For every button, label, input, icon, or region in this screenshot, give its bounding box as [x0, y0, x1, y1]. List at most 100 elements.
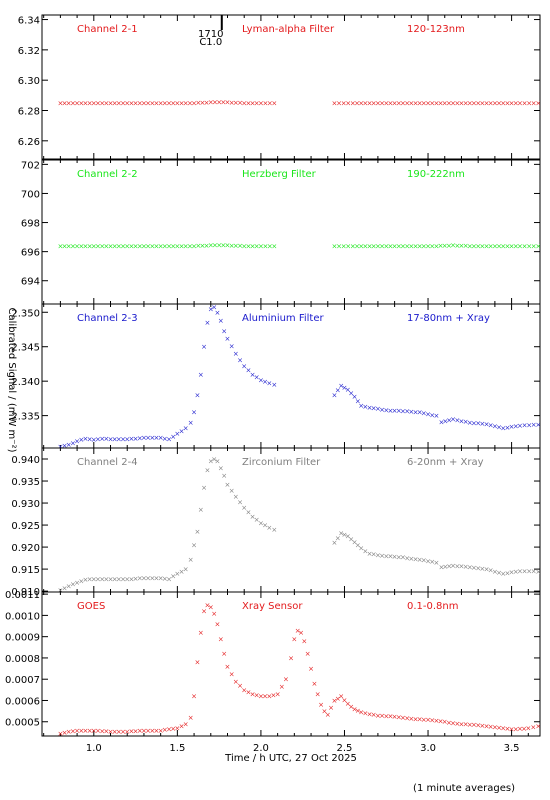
data-point: × — [179, 723, 185, 731]
data-point: × — [133, 727, 139, 735]
data-point: × — [321, 708, 327, 716]
data-point: × — [530, 724, 536, 732]
data-point: × — [504, 424, 510, 432]
data-point: × — [141, 99, 147, 107]
data-point: × — [70, 727, 76, 735]
data-point: × — [241, 686, 247, 694]
data-point: × — [425, 242, 431, 250]
data-point: × — [433, 412, 439, 420]
data-point: × — [417, 242, 423, 250]
data-point: × — [128, 99, 134, 107]
data-point: × — [188, 714, 194, 722]
data-point: × — [421, 557, 427, 565]
data-point: × — [479, 565, 485, 573]
data-point: × — [488, 723, 494, 731]
data-point: × — [338, 693, 344, 701]
data-point: × — [341, 242, 347, 250]
data-point: × — [183, 99, 189, 107]
data-point: × — [201, 484, 207, 492]
data-point: × — [438, 418, 444, 426]
data-point: × — [371, 405, 377, 413]
data-point: × — [375, 99, 381, 107]
filter-label: Xray Sensor — [242, 601, 303, 612]
data-point: × — [116, 436, 122, 444]
data-point: × — [350, 99, 356, 107]
data-point: × — [454, 416, 460, 424]
data-point: × — [188, 419, 194, 427]
data-point: × — [352, 538, 358, 546]
data-point: × — [446, 563, 452, 571]
data-point: × — [99, 576, 105, 584]
data-point: × — [492, 99, 498, 107]
data-point: × — [95, 575, 101, 583]
data-point: × — [229, 670, 235, 678]
series-points: ××××××××××××××××××××××××××××××××××××××××… — [57, 242, 541, 251]
data-point: × — [66, 728, 72, 736]
data-point: × — [225, 335, 231, 343]
data-point: × — [208, 458, 214, 466]
data-point: × — [137, 575, 143, 583]
data-point: × — [91, 436, 97, 444]
data-point: × — [262, 99, 268, 107]
data-point: × — [195, 242, 201, 250]
data-point: × — [95, 242, 101, 250]
data-point: × — [233, 99, 239, 107]
data-point: × — [170, 433, 176, 441]
data-point: × — [62, 585, 68, 593]
data-point: × — [187, 99, 193, 107]
data-point: × — [183, 566, 189, 574]
data-point: × — [201, 608, 207, 616]
data-point: × — [484, 723, 490, 731]
y-tick-label: 2.335 — [11, 412, 40, 423]
data-point: × — [467, 419, 473, 427]
data-point: × — [241, 99, 247, 107]
data-point: × — [288, 654, 294, 662]
data-point: × — [500, 242, 506, 250]
data-point: × — [233, 678, 239, 686]
y-tick-label: 698 — [21, 219, 40, 230]
y-tick-label: 0.0011 — [5, 590, 40, 601]
data-point: × — [254, 374, 260, 382]
data-point: × — [463, 242, 469, 250]
data-point: × — [446, 416, 452, 424]
channel-label: Channel 2-3 — [77, 313, 138, 324]
data-point: × — [201, 343, 207, 351]
data-point: × — [124, 99, 130, 107]
data-point: × — [484, 99, 490, 107]
data-point: × — [225, 242, 231, 250]
data-point: × — [396, 713, 402, 721]
data-point: × — [254, 242, 260, 250]
data-point: × — [400, 242, 406, 250]
data-point: × — [429, 558, 435, 566]
data-point: × — [404, 554, 410, 562]
data-point: × — [387, 242, 393, 250]
data-point: × — [145, 574, 151, 582]
data-point: × — [475, 420, 481, 428]
data-point: × — [229, 242, 235, 250]
y-tick-label: 0.0005 — [5, 718, 40, 729]
data-point: × — [358, 544, 364, 552]
data-point: × — [57, 242, 63, 250]
data-point: × — [348, 535, 354, 543]
data-point: × — [57, 99, 63, 107]
data-point: × — [535, 723, 541, 731]
data-point: × — [513, 422, 519, 430]
data-point: × — [211, 303, 217, 311]
data-point: × — [355, 397, 361, 405]
data-point: × — [149, 574, 155, 582]
data-point: × — [345, 533, 351, 541]
data-point: × — [120, 728, 126, 736]
data-point: × — [149, 242, 155, 250]
data-point: × — [354, 242, 360, 250]
data-point: × — [413, 99, 419, 107]
data-point: × — [74, 579, 80, 587]
data-point: × — [220, 99, 226, 107]
data-point: × — [149, 99, 155, 107]
data-point: × — [433, 99, 439, 107]
data-point: × — [154, 242, 160, 250]
data-point: × — [509, 242, 515, 250]
data-point: × — [116, 99, 122, 107]
data-point: × — [471, 242, 477, 250]
data-point: × — [332, 99, 338, 107]
data-point: × — [535, 242, 541, 250]
